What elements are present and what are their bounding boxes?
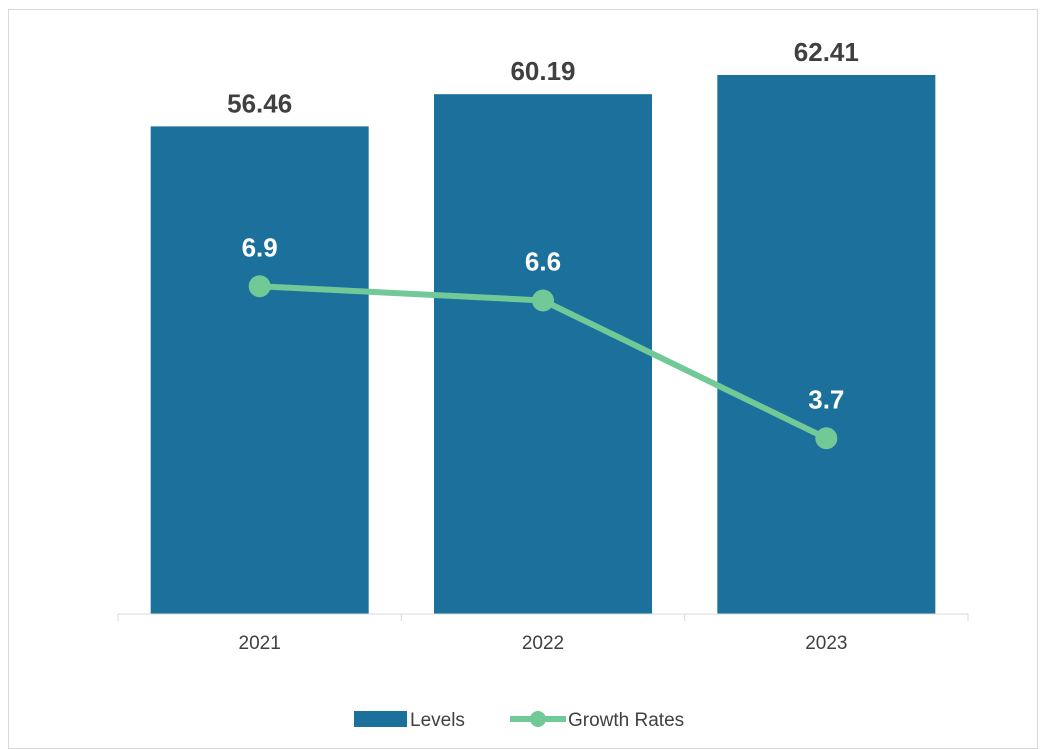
bar-2021 xyxy=(150,126,369,615)
line-point-2023 xyxy=(815,427,838,450)
point-value-label: 3.7 xyxy=(808,384,844,414)
line-series-group xyxy=(248,275,838,450)
legend-swatch-levels xyxy=(354,711,407,727)
point-labels-group: 6.9 6.6 3.7 xyxy=(242,232,845,414)
bar-value-label: 62.41 xyxy=(794,37,859,67)
point-value-label: 6.6 xyxy=(525,247,561,277)
x-tick-label: 2023 xyxy=(805,633,847,654)
legend-label-levels: Levels xyxy=(410,710,465,731)
legend-label-growth-rates: Growth Rates xyxy=(568,710,684,731)
bar-2023 xyxy=(717,75,936,615)
point-value-label: 6.9 xyxy=(242,232,278,262)
x-tick-label: 2022 xyxy=(522,633,564,654)
bar-labels-group: 56.46 60.19 62.41 xyxy=(227,37,859,118)
bar-value-label: 56.46 xyxy=(227,88,292,118)
bar-value-label: 60.19 xyxy=(510,56,575,86)
x-tick-label: 2021 xyxy=(239,633,281,654)
legend: Levels Growth Rates xyxy=(354,710,684,731)
bar-series-group xyxy=(150,75,936,615)
legend-swatch-growth-marker xyxy=(530,711,546,727)
line-point-2022 xyxy=(532,289,554,312)
bar-2022 xyxy=(434,94,652,615)
line-point-2021 xyxy=(248,275,271,298)
x-axis: 2021 2022 2023 xyxy=(117,613,969,654)
